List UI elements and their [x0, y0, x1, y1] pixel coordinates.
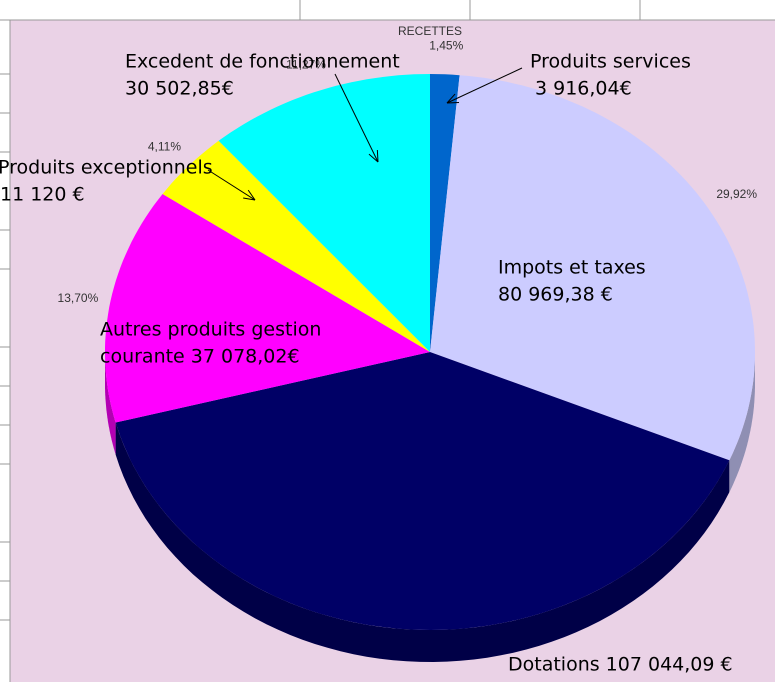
slice-percent-label: 13,70% [58, 291, 99, 305]
slice-percent-label: 4,11% [148, 139, 181, 153]
annotation: Dotations 107 044,09 € [508, 654, 733, 676]
slice-percent-label: 29,92% [716, 187, 757, 201]
annotation: Produits exceptionnels [0, 157, 213, 179]
annotation: 11 120 € [0, 184, 85, 206]
chart-title: RECETTES [398, 24, 462, 38]
annotation: 30 502,85€ [125, 78, 234, 100]
annotation: Impots et taxes [498, 257, 646, 279]
annotation: courante 37 078,02€ [100, 346, 300, 368]
annotation: 3 916,04€ [535, 78, 632, 100]
annotation: Produits services [530, 51, 691, 73]
slice-percent-label: 1,45% [429, 39, 463, 53]
annotation: Excedent de fonctionnement [125, 51, 400, 73]
annotation: 80 969,38 € [498, 284, 613, 306]
callout-arrowhead [377, 150, 378, 162]
annotation: Autres produits gestion [100, 319, 321, 341]
